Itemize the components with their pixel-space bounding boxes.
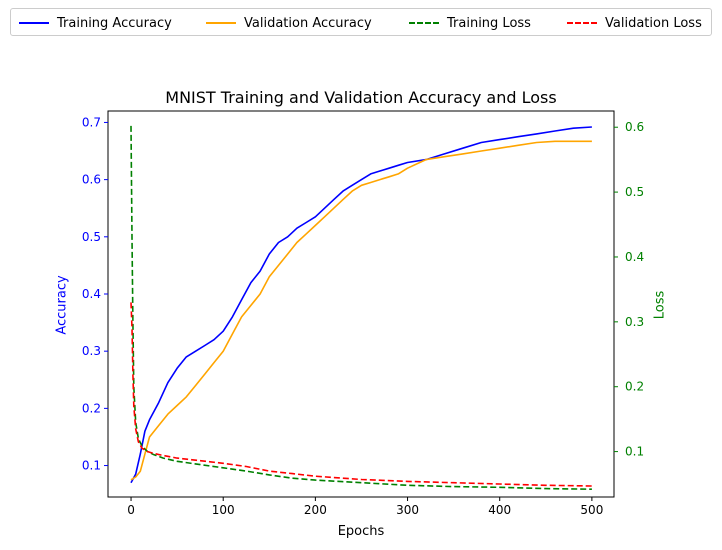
legend-item-training-accuracy: Training Accuracy	[19, 13, 172, 33]
series-line-training-loss	[130, 125, 592, 490]
series-line-validation-accuracy	[130, 140, 592, 481]
legend-swatch-validation-accuracy	[206, 22, 236, 24]
legend-label-training-loss: Training Loss	[447, 15, 531, 31]
x-tick-label-100: 100	[212, 503, 235, 517]
legend-label-validation-loss: Validation Loss	[605, 15, 702, 31]
legend-item-training-loss: Training Loss	[409, 13, 531, 33]
y-right-tick-label-0.5: 0.5	[625, 185, 644, 199]
x-tick-label-400: 400	[488, 503, 511, 517]
legend-swatch-validation-loss	[567, 22, 597, 24]
series-line-validation-loss	[130, 302, 592, 487]
y-right-tick-label-0.3: 0.3	[625, 315, 644, 329]
y-right-tick-label-0.4: 0.4	[625, 250, 644, 264]
legend-label-training-accuracy: Training Accuracy	[57, 15, 172, 31]
legend: Training Accuracy Validation Accuracy Tr…	[10, 8, 712, 36]
y-right-tick-label-0.2: 0.2	[625, 380, 644, 394]
y-left-tick-label-0.1: 0.1	[82, 459, 101, 473]
legend-item-validation-loss: Validation Loss	[567, 13, 702, 33]
plot-frame	[107, 110, 615, 498]
y-left-tick-label-0.4: 0.4	[82, 287, 101, 301]
y-left-tick-label-0.5: 0.5	[82, 230, 101, 244]
series-line-training-accuracy	[130, 126, 592, 484]
y-right-tick-label-0.1: 0.1	[625, 445, 644, 459]
y-axis-left-label: Accuracy	[54, 275, 70, 335]
x-tick-label-200: 200	[304, 503, 327, 517]
y-left-tick-label-0.6: 0.6	[82, 173, 101, 187]
x-tick-label-300: 300	[396, 503, 419, 517]
legend-label-validation-accuracy: Validation Accuracy	[244, 15, 372, 31]
chart-title: MNIST Training and Validation Accuracy a…	[165, 88, 557, 107]
legend-item-validation-accuracy: Validation Accuracy	[206, 13, 372, 33]
x-tick-label-500: 500	[580, 503, 603, 517]
legend-swatch-training-accuracy	[19, 22, 49, 24]
y-left-tick-label-0.7: 0.7	[82, 115, 101, 129]
legend-swatch-training-loss	[409, 22, 439, 24]
x-axis-label: Epochs	[337, 524, 385, 539]
y-left-tick-label-0.2: 0.2	[82, 401, 101, 415]
y-left-tick-label-0.3: 0.3	[82, 344, 101, 358]
x-tick-label-0: 0	[127, 503, 135, 517]
y-right-tick-label-0.6: 0.6	[625, 120, 644, 134]
y-axis-right-label: Loss	[652, 290, 668, 320]
